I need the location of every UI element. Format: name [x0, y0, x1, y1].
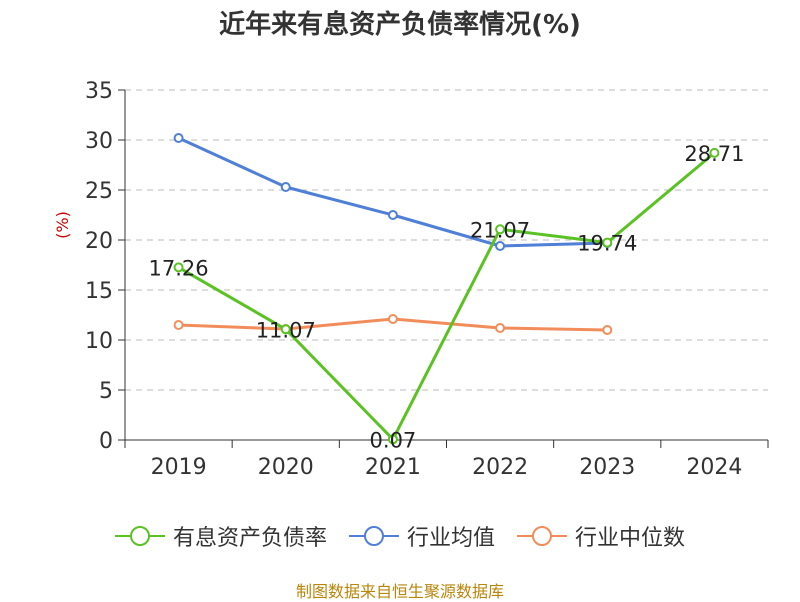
data-label: 19.74 — [577, 232, 637, 256]
data-point — [495, 224, 506, 235]
data-labels: 17.26 11.07 0.07 21.07 19.74 28.71 — [149, 142, 745, 452]
data-point — [602, 237, 613, 248]
axes: 0 5 10 15 20 25 30 35 (%) 2019 2020 2021 2022 2023 202… — [53, 79, 769, 480]
y-tick-label: 15 — [85, 279, 113, 304]
data-point — [280, 182, 291, 192]
y-tick-label: 30 — [85, 129, 113, 154]
data-point — [387, 434, 398, 445]
data-label: 11.07 — [256, 318, 316, 342]
x-tick-label: 2019 — [151, 455, 207, 480]
series-line-0 — [177, 151, 716, 441]
legend-item[interactable]: 有息资产负债率 — [114, 520, 327, 552]
grid-lines — [125, 89, 768, 391]
data-point — [173, 320, 184, 330]
y-tick-label: 5 — [99, 379, 113, 404]
data-point — [173, 133, 184, 143]
legend: 有息资产负债率 行业均值 行业中位数 — [0, 520, 800, 552]
data-label: 21.07 — [470, 218, 530, 242]
data-label: 17.26 — [149, 256, 209, 280]
x-tick-label: 2023 — [579, 455, 635, 480]
y-axis-label: (%) — [53, 211, 72, 239]
legend-marker-icon — [348, 526, 399, 546]
x-tick-label: 2024 — [686, 455, 742, 480]
chart-title: 近年来有息资产负债率情况(%) — [219, 10, 581, 40]
data-point — [602, 325, 613, 335]
y-tick-label: 0 — [99, 429, 113, 454]
y-tick-label: 35 — [85, 79, 113, 104]
y-tick-label: 10 — [85, 329, 113, 354]
data-point — [387, 314, 398, 324]
source-note: 制图数据来自恒生聚源数据库 — [295, 582, 504, 601]
y-tick-label: 25 — [85, 179, 113, 204]
data-label: 28.71 — [684, 142, 744, 166]
legend-marker-icon — [517, 526, 567, 546]
y-tick-label: 20 — [85, 229, 113, 254]
legend-label: 有息资产负债率 — [172, 526, 327, 551]
legend-marker-icon — [114, 526, 165, 546]
data-point — [495, 241, 506, 251]
x-tick-label: 2020 — [258, 455, 314, 480]
series-lines — [173, 133, 720, 445]
data-point — [173, 262, 184, 273]
data-point — [387, 210, 398, 220]
data-label: 0.07 — [370, 428, 417, 452]
legend-item[interactable]: 行业均值 — [348, 520, 495, 552]
legend-label: 行业中位数 — [575, 526, 686, 551]
legend-item[interactable]: 行业中位数 — [517, 520, 685, 552]
series-line-1 — [177, 136, 608, 248]
data-point — [280, 324, 291, 335]
x-tick-label: 2022 — [472, 455, 528, 480]
data-point — [495, 323, 506, 333]
legend-label: 行业均值 — [406, 526, 495, 551]
x-tick-label: 2021 — [365, 455, 421, 480]
data-point — [709, 147, 720, 158]
